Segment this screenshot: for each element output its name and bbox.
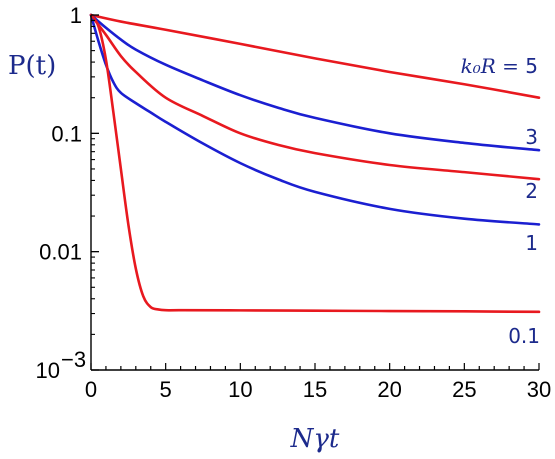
x-tick-label-0: 0 xyxy=(85,377,97,402)
curve-label-3: 1 xyxy=(525,231,538,255)
y-tick-label-0: 10 xyxy=(36,358,60,383)
y-tick-label-exponent: −3 xyxy=(61,347,86,372)
x-tick-label-25: 25 xyxy=(452,377,476,402)
x-ticks: 0 5 10 15 20 25 30 xyxy=(85,363,551,402)
series-line-4 xyxy=(89,13,541,314)
curves xyxy=(89,13,541,314)
series-line-1 xyxy=(89,13,541,152)
series-line-2 xyxy=(89,13,541,181)
y-tick-label-1: 0.01 xyxy=(39,240,82,265)
y-tick-label-2: 0.1 xyxy=(51,121,82,146)
labels: P(t) Nγt xyxy=(8,51,340,454)
x-tick-label-10: 10 xyxy=(228,377,252,402)
series-line-0 xyxy=(89,13,541,100)
curve-label-0: k₀R = 5 xyxy=(461,54,538,78)
x-axis-label: Nγt xyxy=(290,424,340,454)
x-tick-label-15: 15 xyxy=(303,377,327,402)
x-tick-label-5: 5 xyxy=(160,377,172,402)
y-tick-label-3: 1 xyxy=(70,3,82,28)
curve-labels: k₀R = 5 3 2 1 0.1 xyxy=(461,54,540,348)
curve-label-1: 3 xyxy=(525,125,538,149)
y-ticks: 10 −3 0.01 0.1 1 xyxy=(36,3,99,383)
series-line-3 xyxy=(89,13,541,226)
x-tick-label-30: 30 xyxy=(527,377,551,402)
curve-label-2: 2 xyxy=(525,179,538,203)
curve-label-4: 0.1 xyxy=(508,324,540,348)
y-axis-label: P(t) xyxy=(8,51,56,81)
x-tick-label-20: 20 xyxy=(377,377,401,402)
